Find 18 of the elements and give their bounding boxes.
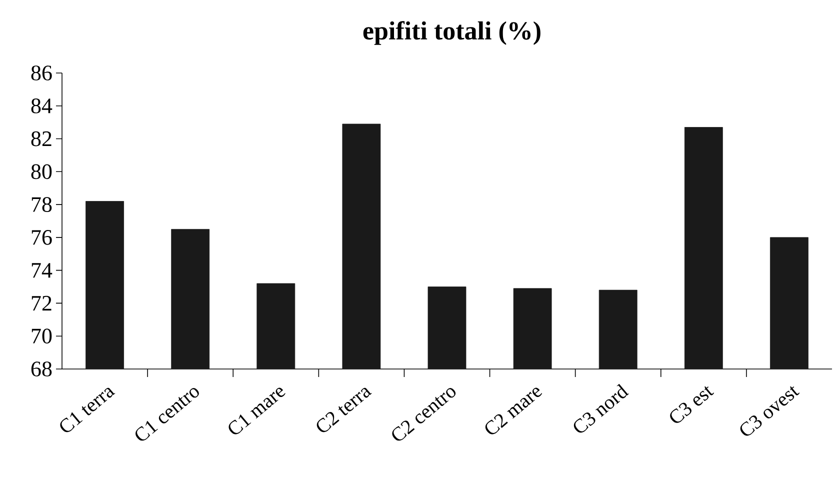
chart-title: epifiti totali (%) <box>363 21 540 45</box>
x-tick-label: C3 est <box>670 386 714 423</box>
x-tick-label: C3 nord <box>574 384 629 433</box>
y-tick-label: 78 <box>32 197 52 212</box>
x-tick-label: C1 terra <box>60 388 116 432</box>
y-tick-label: 76 <box>32 230 52 245</box>
x-tick-label: C3 ovest <box>740 386 800 436</box>
x-tick-label: C1 mare <box>228 388 286 434</box>
y-tick-label: 86 <box>31 66 52 80</box>
y-tick-label: 82 <box>31 131 52 146</box>
y-tick-label: 70 <box>32 328 52 344</box>
y-tick-label: 68 <box>31 362 52 376</box>
y-tick-label: 74 <box>32 263 52 278</box>
y-tick-label: 80 <box>31 164 52 180</box>
x-tick-label: C2 mare <box>485 388 542 434</box>
y-tick-label: 84 <box>31 98 52 114</box>
x-tick-label: C2 terra <box>316 388 372 432</box>
y-tick-label: 72 <box>32 296 52 310</box>
